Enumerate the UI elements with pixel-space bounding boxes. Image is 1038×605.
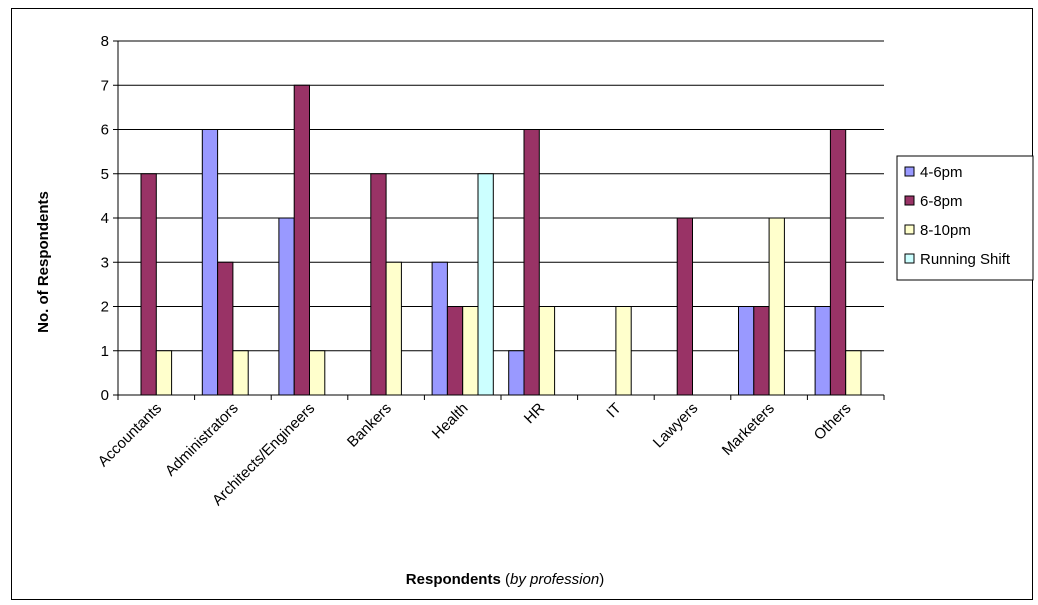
- y-tick-label: 6: [101, 122, 109, 139]
- x-tick-label: Marketers: [719, 400, 778, 459]
- legend-box: [896, 155, 1034, 281]
- x-tick-label: Others: [811, 400, 855, 444]
- y-tick-label: 0: [101, 387, 109, 404]
- bars: [140, 84, 862, 396]
- legend: 4-6pm 6-8pm 8-10pm Running Shift: [896, 155, 1034, 281]
- bar: [278, 217, 295, 396]
- bar: [462, 306, 479, 396]
- legend-swatch: [904, 195, 915, 206]
- bar: [753, 306, 770, 396]
- legend-label: 4-6pm: [920, 164, 963, 181]
- legend-swatch: [904, 224, 915, 235]
- y-axis-ticks: 0 1 2 3 4 5 6 7 8: [101, 33, 118, 404]
- x-axis-title-close: ): [599, 571, 604, 588]
- bar: [140, 173, 157, 396]
- x-tick-label: IT: [603, 400, 624, 421]
- bar: [814, 306, 831, 396]
- bar: [829, 129, 847, 396]
- x-axis-title-qualifier: by profession: [510, 571, 599, 588]
- x-tick-label: Lawyers: [650, 400, 702, 452]
- bar: [676, 217, 694, 396]
- x-tick-label: Health: [429, 400, 472, 443]
- bar: [538, 306, 556, 396]
- y-tick-label: 4: [101, 210, 109, 227]
- y-tick-label: 8: [101, 33, 109, 50]
- y-axis-title: No. of Respondents: [35, 191, 52, 333]
- bar: [201, 129, 219, 396]
- bar: [508, 350, 525, 396]
- bar: [845, 350, 862, 396]
- bar: [431, 261, 448, 396]
- y-tick-label: 7: [101, 77, 109, 94]
- bar: [446, 306, 464, 396]
- bar: [738, 306, 755, 396]
- bar: [523, 129, 540, 396]
- legend-label: 6-8pm: [920, 193, 963, 210]
- x-tick-label: Bankers: [344, 400, 395, 451]
- x-axis-ticks: AccountantsAdministratorsArchitects/Engi…: [95, 395, 885, 509]
- y-tick-label: 3: [101, 254, 109, 271]
- x-tick-label: Administrators: [162, 400, 242, 480]
- x-tick-label: HR: [521, 400, 548, 427]
- bar: [768, 217, 785, 396]
- y-tick-label: 1: [101, 343, 109, 360]
- bar: [217, 261, 234, 396]
- legend-swatch: [904, 253, 915, 264]
- x-axis-title-main: Respondents: [406, 571, 501, 588]
- y-tick-label: 2: [101, 299, 109, 316]
- legend-label: 8-10pm: [920, 222, 971, 239]
- bar: [293, 84, 311, 396]
- gridlines: [118, 40, 884, 352]
- bar: [155, 350, 173, 396]
- x-axis-title-open: (: [501, 571, 510, 588]
- bar: [477, 173, 494, 396]
- y-tick-label: 5: [101, 166, 109, 183]
- x-axis-title: Respondents (by profession): [406, 571, 604, 588]
- x-tick-label: Accountants: [95, 400, 165, 470]
- legend-label: Running Shift: [920, 251, 1011, 268]
- bar: [309, 350, 326, 396]
- bar: [385, 261, 402, 396]
- bar: [232, 350, 249, 396]
- bar: [370, 173, 387, 396]
- bar: [615, 306, 632, 396]
- legend-swatch: [904, 166, 915, 177]
